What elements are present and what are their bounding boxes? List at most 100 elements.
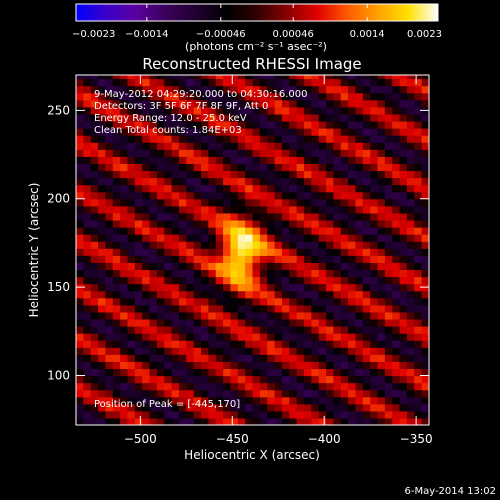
heatmap-cell xyxy=(362,219,371,228)
heatmap-cell xyxy=(208,227,217,235)
heatmap-cell xyxy=(421,290,429,299)
heatmap-cell xyxy=(333,234,342,242)
heatmap-cell xyxy=(274,205,283,214)
heatmap-cell xyxy=(120,75,129,80)
heatmap-cell xyxy=(201,212,209,221)
heatmap-cell xyxy=(164,375,173,384)
heatmap-cell xyxy=(178,75,187,80)
heatmap-cell xyxy=(289,248,298,256)
heatmap-cell xyxy=(355,361,364,370)
heatmap-cell xyxy=(76,113,84,122)
heatmap-cell xyxy=(303,120,312,129)
heatmap-cell xyxy=(303,255,312,263)
heatmap-cell xyxy=(274,368,283,377)
heatmap-cell xyxy=(340,318,349,327)
heatmap-cell xyxy=(223,227,232,235)
heatmap-cell xyxy=(252,318,261,327)
heatmap-cell xyxy=(406,290,415,299)
heatmap-cell xyxy=(318,403,327,412)
heatmap-cell xyxy=(215,75,224,80)
heatmap-cell xyxy=(296,269,305,278)
heatmap-cell xyxy=(348,283,357,292)
heatmap-cell xyxy=(252,128,261,136)
heatmap-cell xyxy=(134,170,143,179)
heatmap-cell xyxy=(90,120,99,129)
heatmap-cell xyxy=(105,99,114,108)
heatmap-cell xyxy=(98,304,107,313)
heatmap-cell xyxy=(303,389,312,398)
heatmap-cell xyxy=(215,205,224,214)
heatmap-image xyxy=(76,75,429,425)
heatmap-cell xyxy=(112,92,121,101)
heatmap-cell xyxy=(326,113,334,122)
heatmap-cell xyxy=(392,184,401,193)
heatmap-cell xyxy=(208,396,217,405)
heatmap-cell xyxy=(90,389,99,398)
heatmap-cell xyxy=(149,389,158,398)
heatmap-cell xyxy=(333,99,342,108)
heatmap-cell xyxy=(98,248,107,256)
heatmap-cell xyxy=(267,361,276,370)
heatmap-cell xyxy=(112,78,121,87)
heatmap-cell xyxy=(193,241,202,249)
heatmap-cell xyxy=(296,375,305,384)
heatmap-cell xyxy=(326,368,334,377)
heatmap-cell xyxy=(318,205,327,214)
heatmap-cell xyxy=(384,170,393,179)
heatmap-cell xyxy=(178,156,187,164)
heatmap-cell xyxy=(90,318,99,327)
heatmap-cell xyxy=(186,92,195,101)
heatmap-cell xyxy=(105,149,114,157)
heatmap-cell xyxy=(296,354,305,362)
heatmap-cell xyxy=(348,170,357,179)
heatmap-cell xyxy=(149,297,158,306)
heatmap-cell xyxy=(384,85,393,94)
heatmap-cell xyxy=(208,283,217,292)
heatmap-cell xyxy=(311,276,320,285)
heatmap-cell xyxy=(98,290,107,299)
heatmap-cell xyxy=(105,234,114,242)
heatmap-cell xyxy=(303,340,312,348)
heatmap-cell xyxy=(281,142,290,150)
heatmap-cell xyxy=(156,234,165,242)
heatmap-cell xyxy=(237,156,246,164)
heatmap-cell xyxy=(377,219,386,228)
heatmap-cell xyxy=(149,227,158,235)
heatmap-cell xyxy=(156,318,165,327)
heatmap-cell xyxy=(134,403,143,412)
heatmap-cell xyxy=(414,248,423,256)
heatmap-cell xyxy=(149,269,158,278)
heatmap-cell xyxy=(223,290,232,299)
heatmap-cell xyxy=(105,340,114,348)
heatmap-cell xyxy=(237,184,246,193)
heatmap-cell xyxy=(230,297,239,306)
heatmap-cell xyxy=(406,99,415,108)
heatmap-cell xyxy=(421,333,429,341)
heatmap-cell xyxy=(98,262,107,271)
heatmap-cell xyxy=(311,113,320,122)
heatmap-cell xyxy=(237,262,246,271)
heatmap-cell xyxy=(414,198,423,207)
heatmap-cell xyxy=(127,290,136,299)
heatmap-cell xyxy=(223,163,232,172)
heatmap-cell xyxy=(326,375,334,384)
heatmap-cell xyxy=(252,92,261,101)
heatmap-cell xyxy=(76,191,84,200)
heatmap-cell xyxy=(326,177,334,186)
heatmap-cell xyxy=(208,234,217,242)
heatmap-cell xyxy=(318,389,327,398)
heatmap-cell xyxy=(340,389,349,398)
heatmap-cell xyxy=(186,191,195,200)
heatmap-cell xyxy=(201,410,209,419)
heatmap-cell xyxy=(120,85,129,94)
heatmap-cell xyxy=(267,198,276,207)
heatmap-cell xyxy=(296,120,305,129)
heatmap-cell xyxy=(134,78,143,87)
heatmap-cell xyxy=(178,297,187,306)
heatmap-cell xyxy=(156,219,165,228)
heatmap-cell xyxy=(406,361,415,370)
heatmap-cell xyxy=(289,410,298,419)
heatmap-cell xyxy=(289,255,298,263)
heatmap-cell xyxy=(333,347,342,355)
heatmap-cell xyxy=(259,382,268,391)
